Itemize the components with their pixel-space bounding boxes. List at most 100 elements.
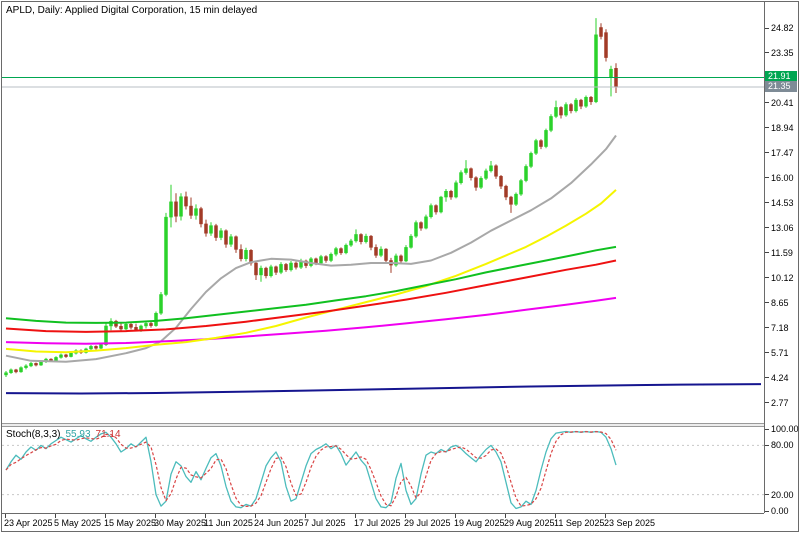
candle-body: [529, 153, 533, 167]
candle-bullish: [179, 193, 183, 221]
candle-bullish: [454, 180, 458, 199]
candle-body: [349, 240, 353, 246]
candle-body: [394, 255, 398, 266]
candle-body: [154, 312, 158, 326]
candle-body: [274, 266, 278, 273]
candle-bearish: [204, 219, 208, 237]
candle-bullish: [459, 170, 463, 185]
candle-bearish: [339, 247, 343, 255]
candle-bullish: [259, 265, 263, 282]
candle-body: [399, 255, 403, 262]
candle-bearish: [504, 184, 508, 201]
candle-bearish: [234, 235, 238, 253]
date-tick-label: 24 Jun 2025: [254, 518, 304, 528]
candle-bearish: [94, 345, 98, 350]
candle-bearish: [539, 139, 543, 150]
candle-body: [364, 235, 368, 243]
price-tick-mark: [765, 277, 769, 279]
ma-green-line: [5, 245, 617, 324]
candle-bullish: [144, 322, 148, 329]
candle-bullish: [429, 203, 433, 219]
price-chart-canvas[interactable]: [2, 2, 764, 423]
candle-body: [334, 248, 338, 255]
candle-body: [169, 201, 173, 218]
candle-bullish: [89, 345, 93, 351]
candle-body: [434, 205, 438, 213]
date-tick-mark: [555, 514, 556, 518]
price-tick-label: 10.12: [765, 273, 794, 283]
candle-body: [264, 267, 268, 277]
ma-red-line: [5, 259, 617, 333]
candle-body: [449, 191, 453, 198]
candle-bearish: [224, 229, 228, 248]
candle-body: [494, 165, 498, 177]
date-tick-mark: [105, 514, 106, 518]
candle-body: [359, 234, 363, 243]
date-tick-label: 23 Sep 2025: [604, 518, 656, 528]
stochastic-canvas[interactable]: [2, 427, 764, 513]
candle-body: [474, 177, 478, 188]
candle-bullish: [594, 18, 598, 104]
candle-body: [174, 201, 178, 217]
candle-bullish: [394, 253, 398, 267]
candle-bearish: [589, 96, 593, 105]
price-tick-label: 4.24: [765, 373, 789, 383]
candle-body: [609, 68, 613, 78]
candle-bearish: [184, 191, 188, 210]
candle-body: [419, 222, 423, 229]
candle-body: [59, 354, 63, 358]
price-tick-mark: [765, 27, 769, 29]
candle-body: [14, 369, 18, 373]
candle-body: [144, 323, 148, 327]
candle-bullish: [379, 246, 383, 258]
candle-bearish: [579, 98, 583, 110]
candle-bullish: [194, 204, 198, 220]
price-axis[interactable]: 24.82 23.35 20.41 18.94 17.47 16.00 14.53 13.06…: [764, 2, 799, 516]
candle-body: [234, 236, 238, 250]
price-tick-mark: [765, 52, 769, 54]
candle-body: [94, 346, 98, 349]
candle-body: [459, 172, 463, 184]
candle-bullish: [424, 214, 428, 230]
candle-body: [469, 168, 473, 178]
candle-body: [594, 34, 598, 103]
price-tick-label: 17.47: [765, 148, 794, 158]
candle-body: [504, 185, 508, 198]
price-tick-mark: [765, 177, 769, 179]
candle-bullish: [514, 192, 518, 207]
candle-bullish: [229, 234, 233, 247]
candle-body: [484, 170, 488, 179]
candle-body: [69, 352, 73, 357]
candle-bullish: [464, 160, 468, 175]
candle-body: [409, 235, 413, 248]
price-tick-label: 18.94: [765, 123, 794, 133]
candle-bearish: [374, 244, 378, 258]
candle-body: [414, 222, 418, 237]
price-tick-mark: [765, 302, 769, 304]
price-tick-mark: [765, 152, 769, 154]
stoch-tick-mark: [765, 494, 769, 496]
indicator-label: Stoch(8,3,3) 55.93 71.14: [6, 429, 121, 440]
candle-body: [344, 244, 348, 254]
candle-body: [114, 320, 118, 327]
candle-body: [549, 116, 553, 131]
candle-bearish: [569, 103, 573, 114]
indicator-name: Stoch(8,3,3): [6, 429, 61, 440]
time-axis[interactable]: 23 Apr 2025 5 May 2025 15 May 2025 30 May 2…: [2, 514, 798, 531]
date-tick-label: 11 Jun 2025: [204, 518, 253, 528]
candle-bullish: [219, 228, 223, 241]
candle-body: [149, 323, 153, 326]
candle-body: [134, 327, 138, 330]
price-tick-label: 11.59: [765, 248, 793, 258]
candle-bullish: [334, 246, 338, 257]
panel-splitter[interactable]: [2, 423, 764, 427]
candle-body: [444, 191, 448, 198]
ma-magenta-line: [5, 296, 617, 345]
candle-body: [294, 262, 298, 268]
candle-bullish: [19, 366, 23, 373]
price-tick-mark: [765, 102, 769, 104]
date-tick-mark: [355, 514, 356, 518]
candle-body: [574, 99, 578, 112]
candle-body: [509, 196, 513, 205]
